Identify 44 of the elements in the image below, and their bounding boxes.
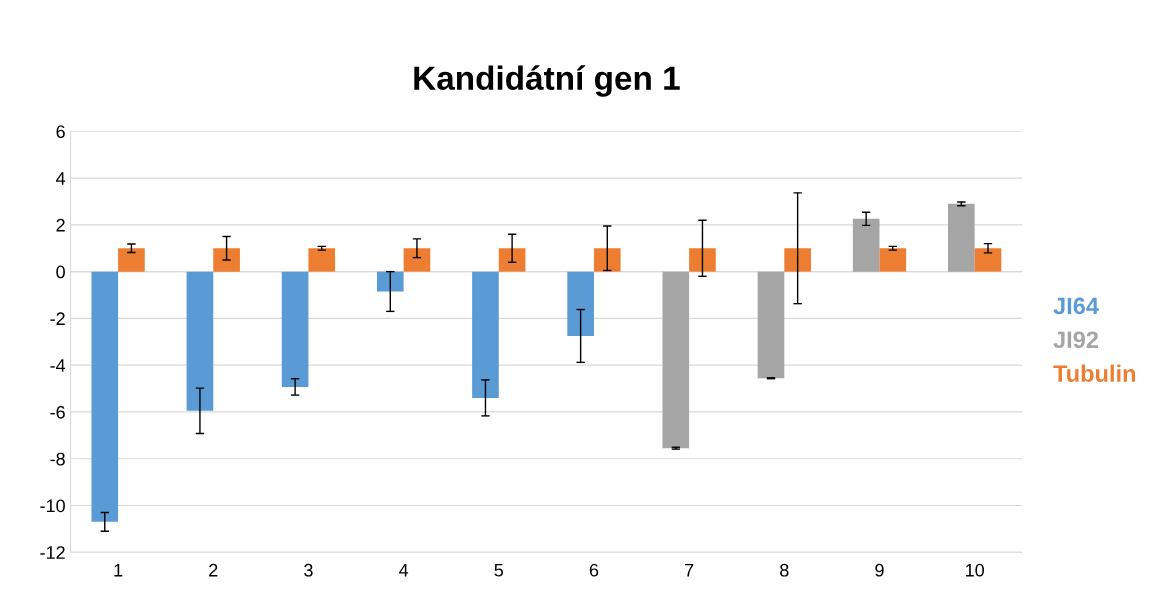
y-tick-label: -2 — [50, 312, 65, 325]
bar — [662, 271, 690, 449]
chart-title: Kandidátní gen 1 — [414, 65, 680, 97]
y-tick-label: 2 — [56, 218, 65, 232]
y-tick-label: -12 — [40, 546, 65, 559]
text: JI92 — [1053, 331, 1099, 349]
bar — [852, 218, 880, 272]
y-tick-label: 4 — [56, 172, 66, 185]
bar — [376, 271, 404, 292]
text: Tubulin — [1053, 364, 1136, 382]
bar — [948, 203, 975, 272]
x-tick-label: 6 — [589, 563, 599, 577]
x-tick-label: 4 — [399, 564, 409, 577]
bar — [213, 248, 240, 272]
text: JI64 — [1053, 297, 1099, 315]
bar — [689, 248, 716, 272]
x-tick-label: 10 — [966, 563, 984, 577]
y-tick-label: 6 — [56, 125, 65, 139]
bar — [567, 271, 594, 336]
x-tick-label: 1 — [114, 564, 123, 577]
bar — [757, 271, 785, 379]
bar — [472, 271, 499, 398]
x-tick-label: 5 — [494, 564, 504, 577]
x-tick-label: 8 — [780, 563, 789, 577]
bar — [974, 248, 1002, 272]
bar — [879, 248, 907, 272]
bar — [186, 271, 214, 411]
y-tick-label: -4 — [50, 359, 66, 372]
bar — [403, 248, 431, 272]
bar — [91, 271, 119, 522]
bar — [784, 248, 811, 272]
x-tick-label: 9 — [875, 563, 884, 577]
y-tick-label: 0 — [56, 265, 65, 279]
y-tick-label: -6 — [50, 405, 65, 419]
x-tick-label: 3 — [304, 563, 313, 577]
x-tick-label: 7 — [685, 564, 694, 577]
y-tick-label: -10 — [40, 499, 65, 513]
bar — [498, 248, 526, 272]
bar — [308, 248, 336, 272]
bar — [118, 248, 145, 272]
bar — [281, 271, 309, 387]
y-tick-label: -8 — [50, 452, 65, 466]
x-tick-label: 2 — [209, 563, 218, 577]
bar — [593, 248, 621, 272]
